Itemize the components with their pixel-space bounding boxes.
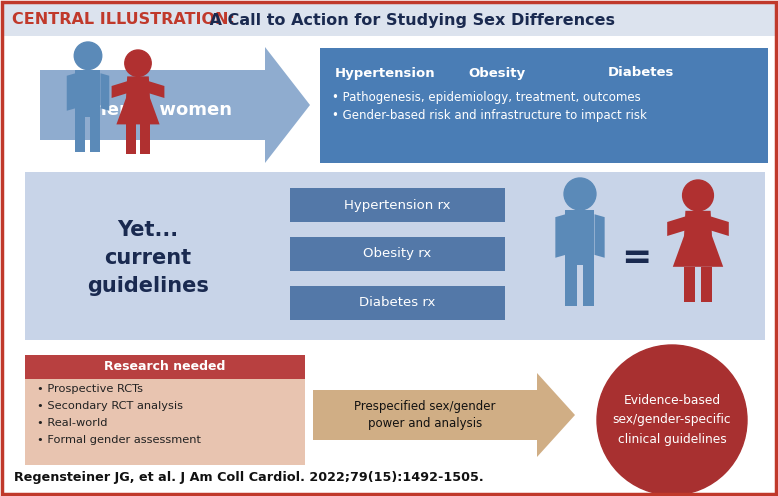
Polygon shape [701,267,712,302]
Text: Obesity rx: Obesity rx [363,248,432,260]
Polygon shape [90,117,100,152]
Text: Yet...
current
guidelines: Yet... current guidelines [87,220,209,296]
Polygon shape [673,236,724,267]
Text: Hypertension: Hypertension [335,66,436,79]
FancyBboxPatch shape [2,2,776,36]
Polygon shape [75,117,86,152]
Polygon shape [594,214,605,258]
Polygon shape [313,373,575,457]
Polygon shape [111,81,127,98]
Text: Diabetes rx: Diabetes rx [359,297,436,310]
Circle shape [682,180,713,211]
FancyBboxPatch shape [290,237,505,271]
Text: • Gender-based risk and infrastructure to impact risk: • Gender-based risk and infrastructure t… [332,110,647,123]
Polygon shape [100,73,109,111]
Text: Diabetes: Diabetes [608,66,675,79]
Text: men ≠ women: men ≠ women [88,101,232,119]
Polygon shape [67,73,75,111]
FancyBboxPatch shape [25,355,305,379]
FancyBboxPatch shape [290,188,505,222]
Text: • Real-world: • Real-world [37,418,107,428]
Text: A Call to Action for Studying Sex Differences: A Call to Action for Studying Sex Differ… [204,12,615,27]
Polygon shape [710,216,729,236]
Polygon shape [684,211,712,236]
Polygon shape [668,216,685,236]
Text: • Formal gender assessment: • Formal gender assessment [37,435,201,445]
Text: Regensteiner JG, et al. J Am Coll Cardiol. 2022;79(15):1492-1505.: Regensteiner JG, et al. J Am Coll Cardio… [14,472,484,485]
Polygon shape [583,265,594,306]
Polygon shape [75,69,100,117]
Circle shape [124,50,151,76]
Circle shape [597,345,747,495]
Circle shape [74,42,102,69]
Circle shape [564,178,596,210]
Polygon shape [140,124,150,154]
Text: Evidence-based
sex/gender-specific
clinical guidelines: Evidence-based sex/gender-specific clini… [613,394,731,445]
FancyBboxPatch shape [25,172,765,340]
Text: Prespecified sex/gender
power and analysis: Prespecified sex/gender power and analys… [354,400,496,430]
Text: Research needed: Research needed [104,361,226,373]
Polygon shape [126,124,135,154]
Polygon shape [566,210,594,265]
FancyBboxPatch shape [25,355,305,465]
Polygon shape [40,47,310,163]
Text: • Pathogenesis, epidemiology, treatment, outcomes: • Pathogenesis, epidemiology, treatment,… [332,90,641,104]
Text: Hypertension rx: Hypertension rx [344,198,450,211]
Polygon shape [149,81,164,98]
Polygon shape [117,98,159,124]
FancyBboxPatch shape [320,48,768,163]
Text: Obesity: Obesity [468,66,525,79]
Text: CENTRAL ILLUSTRATION:: CENTRAL ILLUSTRATION: [12,12,235,27]
Polygon shape [684,267,696,302]
FancyBboxPatch shape [290,286,505,320]
Polygon shape [566,265,577,306]
Text: • Secondary RCT analysis: • Secondary RCT analysis [37,401,183,411]
Polygon shape [126,76,150,98]
Text: =: = [621,241,651,275]
Polygon shape [555,214,566,258]
Text: • Prospective RCTs: • Prospective RCTs [37,384,143,394]
